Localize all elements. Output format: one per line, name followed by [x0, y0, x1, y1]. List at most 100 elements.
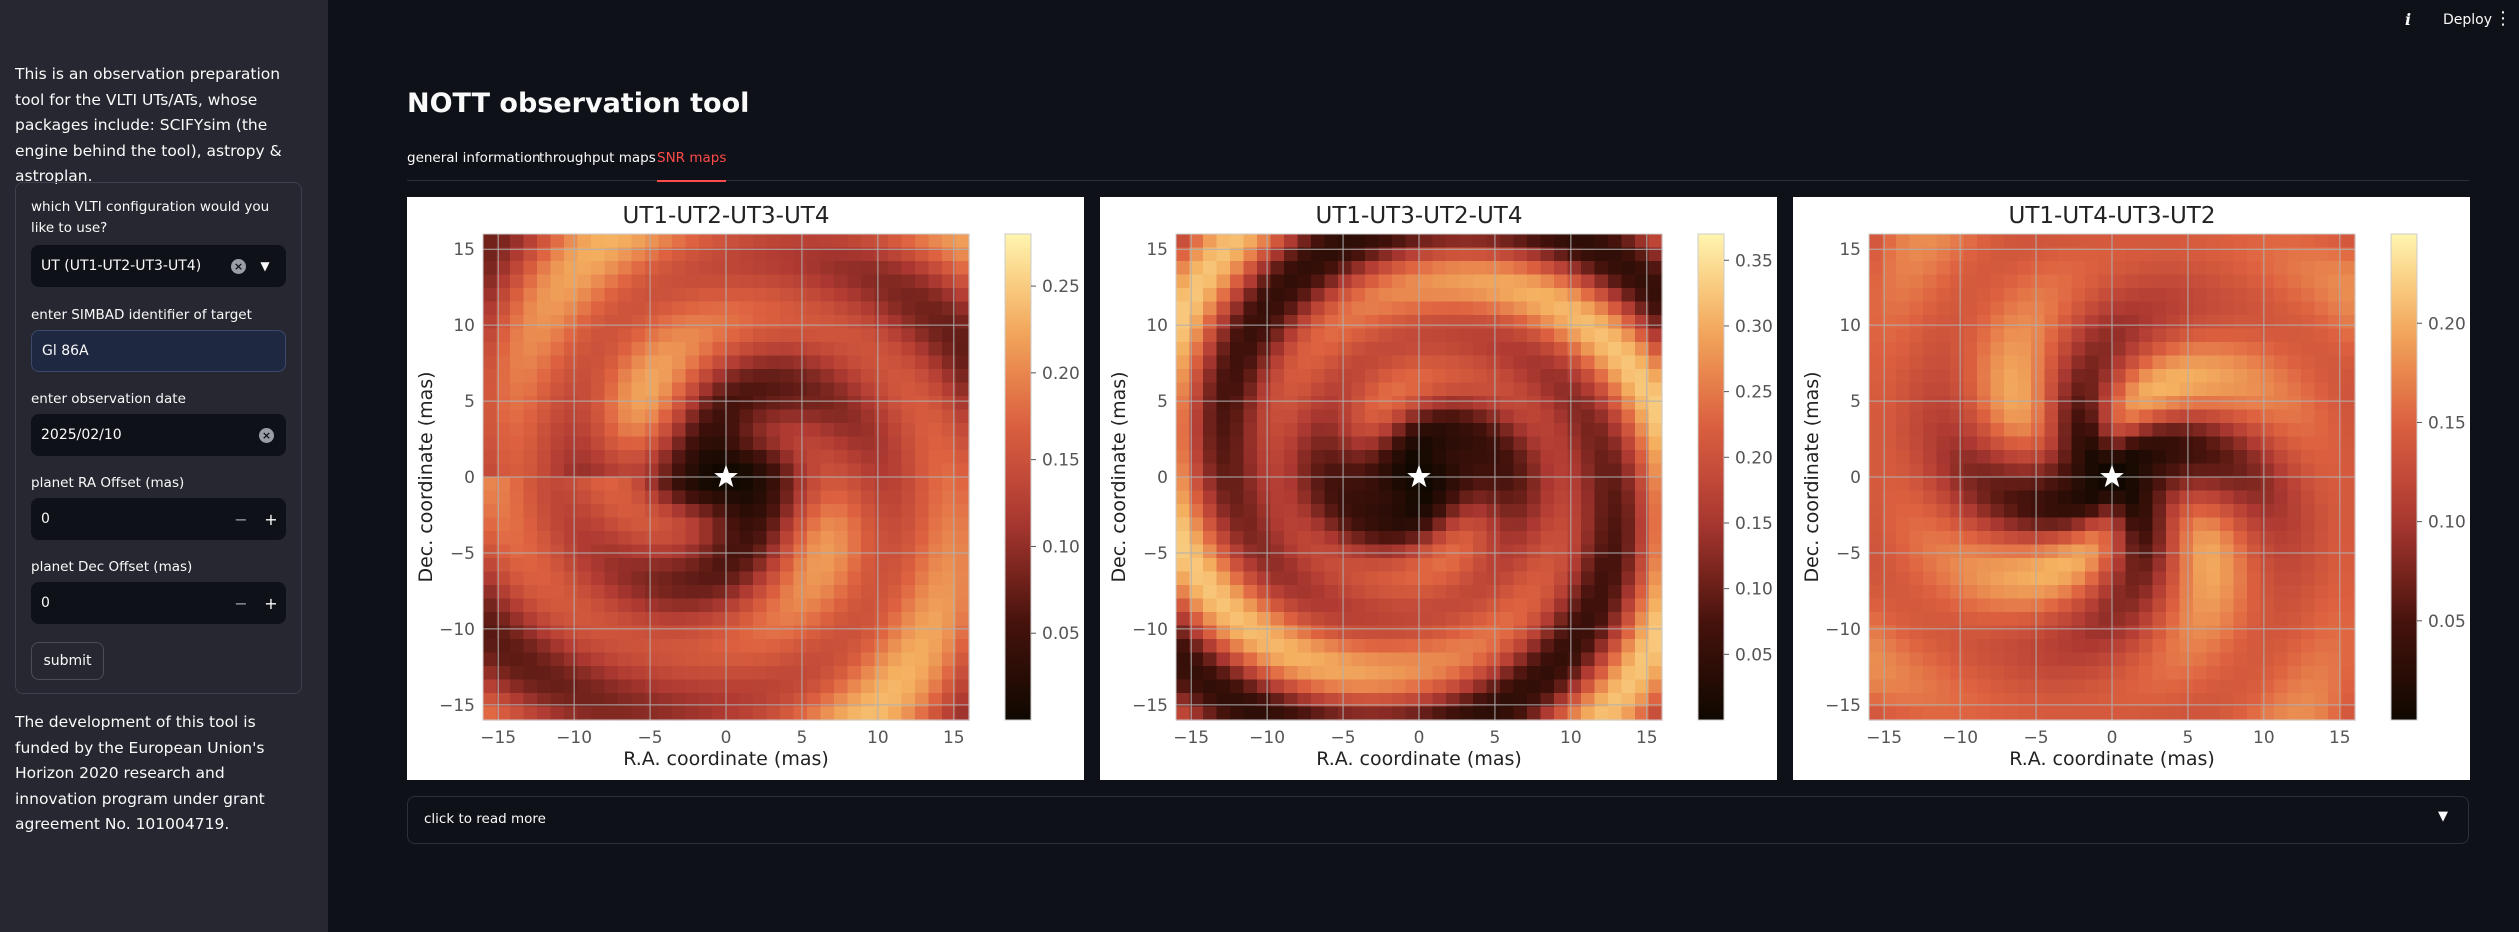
heatmap-cell	[2085, 328, 2100, 343]
heatmap-cell	[712, 274, 727, 289]
heatmap-cell	[1621, 625, 1636, 640]
clear-icon[interactable]: ×	[231, 258, 246, 274]
heatmap-cell	[483, 679, 498, 694]
heatmap-cell	[874, 652, 889, 667]
dec-increment-button[interactable]: +	[264, 593, 278, 613]
tab-general-information[interactable]: general information	[407, 150, 541, 166]
heatmap-cell	[672, 247, 687, 262]
heatmap-cell	[955, 355, 970, 370]
heatmap-cell	[1459, 706, 1474, 721]
heatmap-cell	[1567, 652, 1582, 667]
submit-button[interactable]: submit	[31, 642, 104, 680]
heatmap-cell	[1392, 585, 1407, 600]
target-input[interactable]: Gl 86A	[31, 330, 286, 372]
ra-increment-button[interactable]: +	[264, 509, 278, 529]
heatmap-cell	[564, 234, 579, 249]
heatmap-cell	[550, 423, 565, 438]
heatmap-cell	[2112, 706, 2127, 721]
heatmap-cell	[1351, 436, 1366, 451]
heatmap-cell	[2206, 612, 2221, 627]
heatmap-cell	[942, 463, 957, 478]
heatmap-cell	[753, 585, 768, 600]
heatmap-cell	[1338, 666, 1353, 681]
heatmap-cell	[1882, 409, 1897, 424]
heatmap-cell	[672, 382, 687, 397]
heatmap-cell	[2274, 639, 2289, 654]
heatmap-cell	[955, 558, 970, 573]
heatmap-cell	[2125, 463, 2140, 478]
heatmap-cell	[550, 328, 565, 343]
heatmap-cell	[2017, 261, 2032, 276]
info-icon[interactable]: i	[2405, 10, 2412, 29]
tab-throughput-maps[interactable]: throughput maps	[539, 150, 656, 166]
heatmap-cell	[1869, 261, 1884, 276]
dec-decrement-button[interactable]: −	[234, 593, 248, 613]
heatmap-cell	[1990, 571, 2005, 586]
heatmap-cell	[1909, 558, 1924, 573]
heatmap-cell	[1324, 450, 1339, 465]
heatmap-cell	[537, 679, 552, 694]
tab-snr-maps[interactable]: SNR maps	[657, 148, 727, 182]
heatmap-cell	[1500, 531, 1515, 546]
heatmap-cell	[1378, 639, 1393, 654]
heatmap-cell	[1554, 706, 1569, 721]
heatmap-cell	[834, 490, 849, 505]
deploy-button[interactable]: Deploy	[2443, 12, 2493, 28]
chevron-down-icon[interactable]: ▼	[260, 259, 270, 273]
heatmap-cell	[1950, 409, 1965, 424]
ra-decrement-button[interactable]: −	[234, 509, 248, 529]
heatmap-cell	[2017, 639, 2032, 654]
heatmap-cell	[1608, 585, 1623, 600]
heatmap-cell	[712, 625, 727, 640]
heatmap-cell	[807, 598, 822, 613]
heatmap-cell	[888, 409, 903, 424]
heatmap-cell	[2287, 396, 2302, 411]
ra-offset-input[interactable]: 0 − +	[31, 498, 286, 540]
heatmap-cell	[2301, 247, 2316, 262]
heatmap-cell	[2017, 274, 2032, 289]
heatmap-cell	[1459, 234, 1474, 249]
heatmap-cells	[483, 234, 970, 721]
heatmap-cell	[1896, 328, 1911, 343]
heatmap-cell	[2328, 328, 2343, 343]
read-more-expander[interactable]: click to read more ▼	[407, 796, 2469, 844]
date-input[interactable]: 2025/02/10 ×	[31, 414, 286, 456]
dec-offset-input[interactable]: 0 − +	[31, 582, 286, 624]
heatmap-cell	[739, 625, 754, 640]
heatmap-cell	[1365, 382, 1380, 397]
heatmap-cell	[1486, 666, 1501, 681]
heatmap-cell	[874, 706, 889, 721]
heatmap-cell	[1936, 477, 1951, 492]
heatmap-cell	[726, 679, 741, 694]
heatmap-cell	[2341, 234, 2356, 249]
chevron-down-icon[interactable]: ▼	[2438, 809, 2448, 824]
heatmap-cell	[1216, 517, 1231, 532]
heatmap-cell	[1311, 706, 1326, 721]
heatmap-cell	[1338, 274, 1353, 289]
heatmap-cell	[793, 234, 808, 249]
heatmap-cell	[726, 288, 741, 303]
heatmap-cell	[510, 409, 525, 424]
heatmap-cell	[915, 639, 930, 654]
heatmap-cell	[888, 369, 903, 384]
heatmap-cell	[2328, 639, 2343, 654]
heatmap-cell	[1270, 679, 1285, 694]
heatmap-cell	[861, 666, 876, 681]
heatmap-cell	[550, 639, 565, 654]
main-menu-icon[interactable]: ⋮	[2494, 8, 2512, 29]
heatmap-cell	[928, 666, 943, 681]
heatmap-cell	[2341, 261, 2356, 276]
heatmap-cell	[483, 612, 498, 627]
heatmap-cell	[2179, 477, 2194, 492]
heatmap-cell	[1608, 301, 1623, 316]
heatmap-cell	[1581, 369, 1596, 384]
heatmap-cell	[1216, 531, 1231, 546]
clear-icon[interactable]: ×	[259, 427, 274, 443]
heatmap-cell	[1869, 409, 1884, 424]
heatmap-cell	[2193, 315, 2208, 330]
heatmap-cell	[1950, 544, 1965, 559]
heatmap-cell	[766, 666, 781, 681]
heatmap-cell	[483, 490, 498, 505]
heatmap-cell	[2085, 598, 2100, 613]
config-select[interactable]: UT (UT1-UT2-UT3-UT4) × ▼	[31, 245, 286, 287]
